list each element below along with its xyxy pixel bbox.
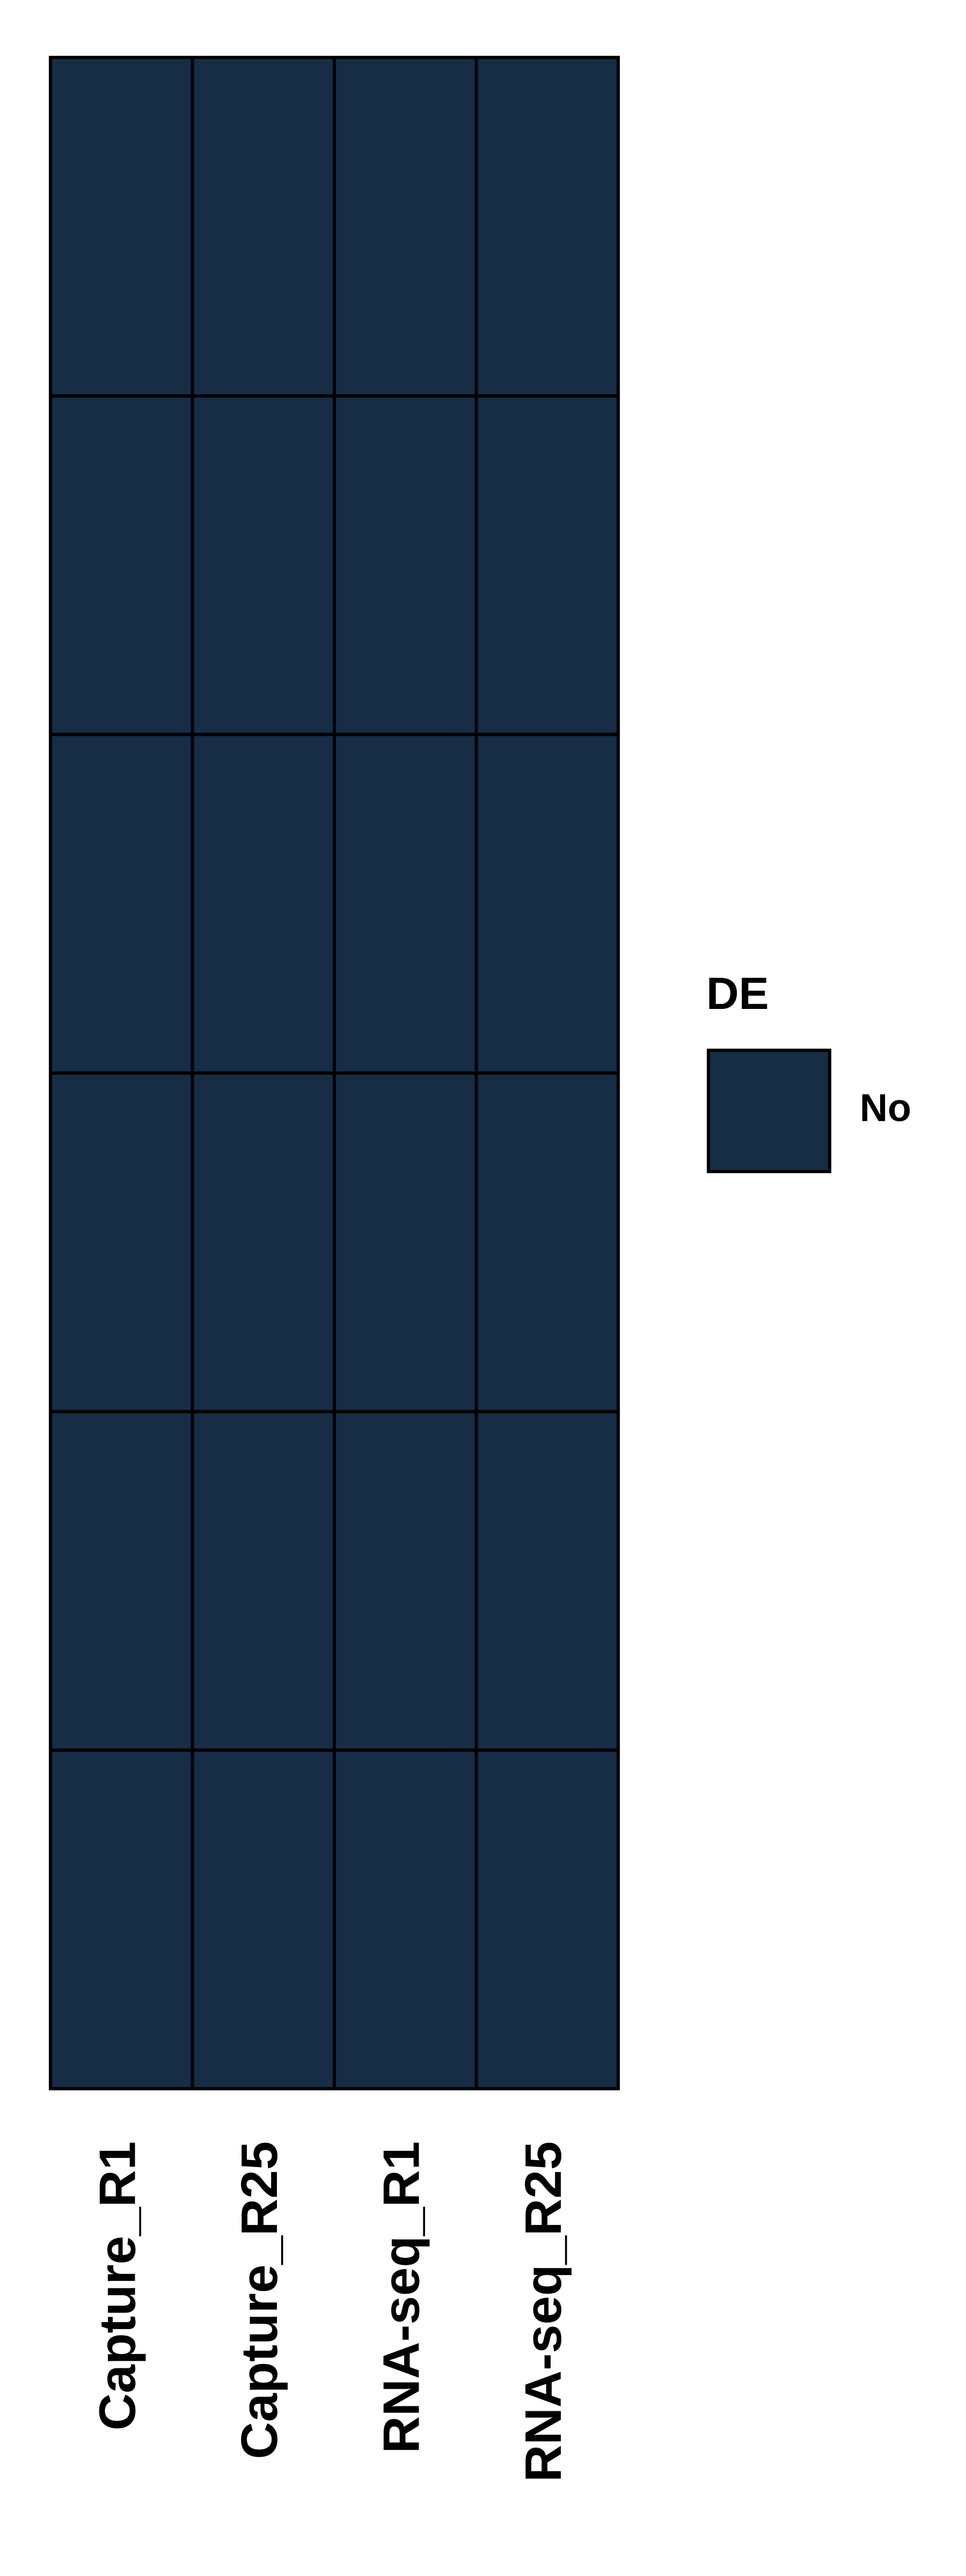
heatmap-cell-r4-Capture_R1 [49,1071,194,1414]
column-label-RNA-seq_R1: RNA-seq_R1 [373,2141,430,2453]
heatmap-cell-r6-RNA-seq_R25 [474,1748,620,2091]
heatmap-cell-r1-Capture_R25 [191,56,336,398]
heatmap-cells [49,56,620,2091]
legend-label-no: No [860,1087,911,1130]
heatmap-cell-r5-RNA-seq_R1 [333,1410,478,1752]
heatmap-cell-r1-RNA-seq_R1 [333,56,478,398]
heatmap-cell-r5-Capture_R1 [49,1410,194,1752]
heatmap-cell-r6-Capture_R25 [191,1748,336,2091]
legend-items: No [707,1049,911,1173]
legend-title: DE [706,968,769,1019]
column-label-Capture_R25: Capture_R25 [231,2141,288,2459]
heatmap-cell-r6-Capture_R1 [49,1748,194,2091]
heatmap-cell-r2-RNA-seq_R25 [474,394,620,736]
heatmap-cell-r1-Capture_R1 [49,56,194,398]
heatmap-cell-r3-RNA-seq_R25 [474,733,620,1075]
heatmap-cell-r6-RNA-seq_R1 [333,1748,478,2091]
heatmap-cell-r2-Capture_R1 [49,394,194,736]
column-label-Capture_R1: Capture_R1 [89,2141,147,2431]
heatmap-cell-r3-Capture_R25 [191,733,336,1075]
column-labels: Capture_R1 Capture_R25 RNA-seq_R1 RNA-seq_R… [89,2141,573,2482]
heatmap-cell-r3-RNA-seq_R1 [333,733,478,1075]
heatmap-cell-r5-Capture_R25 [191,1410,336,1752]
heatmap-cell-r3-Capture_R1 [49,733,194,1075]
legend-key-no [707,1049,831,1173]
legend: DE No [706,968,911,1173]
heatmap-cell-r2-RNA-seq_R1 [333,394,478,736]
column-label-RNA-seq_R25: RNA-seq_R25 [515,2141,572,2482]
heatmap-cell-r4-RNA-seq_R25 [474,1071,620,1414]
heatmap-cell-r5-RNA-seq_R25 [474,1410,620,1752]
heatmap-cell-r2-Capture_R25 [191,394,336,736]
heatmap-cell-r4-Capture_R25 [191,1071,336,1414]
heatmap-cell-r1-RNA-seq_R25 [474,56,620,398]
heatmap-cell-r4-RNA-seq_R1 [333,1071,478,1414]
